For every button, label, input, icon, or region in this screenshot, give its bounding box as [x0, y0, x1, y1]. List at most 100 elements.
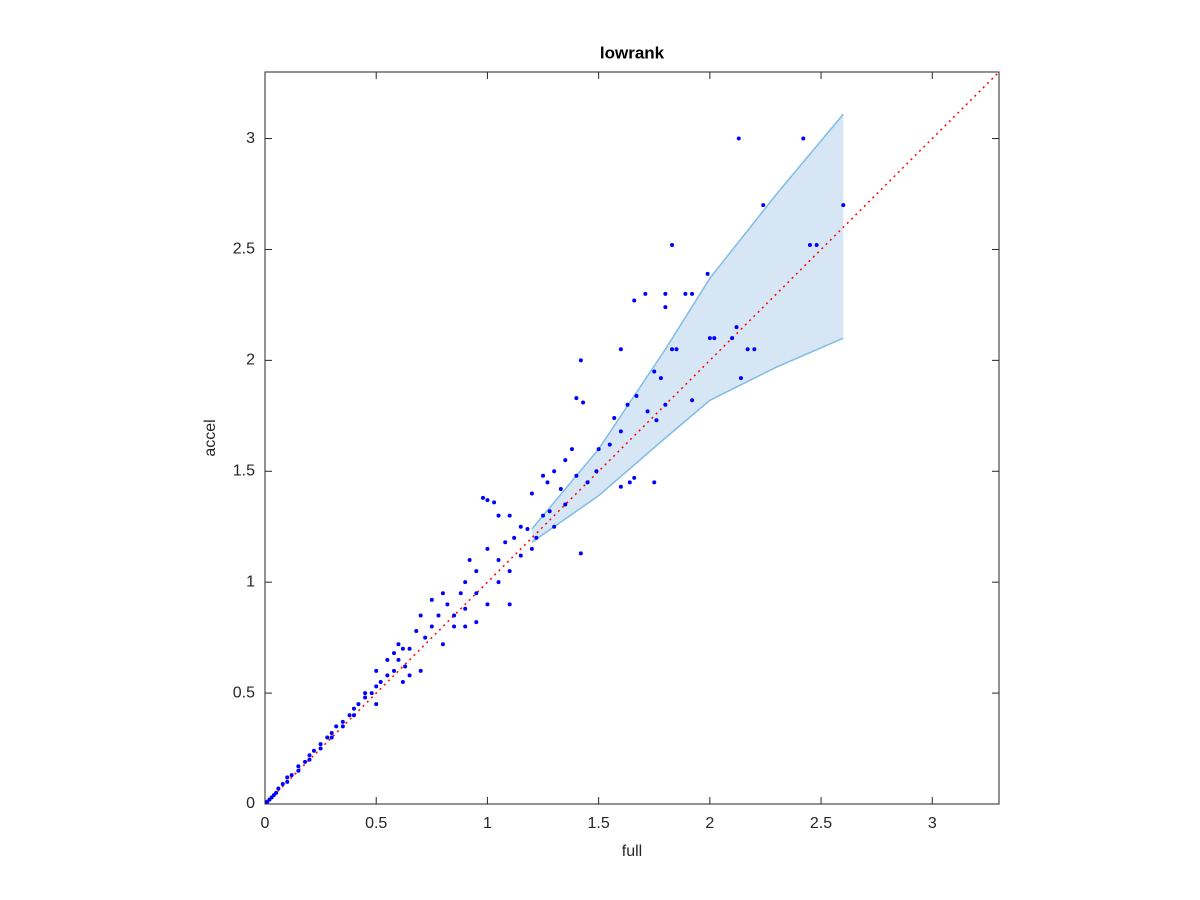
point: [374, 702, 379, 707]
point: [285, 775, 290, 780]
point: [569, 447, 574, 452]
point: [670, 243, 675, 248]
y-tick-label: 2: [246, 352, 255, 369]
x-tick-label: 3: [928, 815, 937, 832]
point: [334, 724, 339, 729]
point: [607, 442, 612, 447]
point: [485, 546, 490, 551]
point: [663, 291, 668, 296]
point: [363, 691, 368, 696]
point: [485, 602, 490, 607]
point: [507, 513, 512, 518]
point: [541, 473, 546, 478]
point: [307, 753, 312, 758]
point: [414, 628, 419, 633]
point: [712, 336, 717, 341]
point: [658, 376, 663, 381]
point: [311, 748, 316, 753]
point: [503, 540, 508, 545]
y-tick-label: 1: [246, 573, 255, 590]
point: [463, 580, 468, 585]
point: [736, 136, 741, 141]
point: [458, 591, 463, 596]
point: [492, 500, 497, 505]
point: [423, 635, 428, 640]
y-tick-label: 3: [246, 130, 255, 147]
point: [318, 742, 323, 747]
point: [496, 513, 501, 518]
point: [307, 757, 312, 762]
point: [429, 597, 434, 602]
point: [578, 358, 583, 363]
point: [690, 291, 695, 296]
point: [663, 402, 668, 407]
point: [761, 203, 766, 208]
point: [705, 271, 710, 276]
point: [329, 735, 334, 740]
point: [578, 551, 583, 556]
point: [585, 480, 590, 485]
point: [643, 291, 648, 296]
point: [518, 524, 523, 529]
point: [363, 695, 368, 700]
point: [525, 526, 530, 531]
point: [496, 558, 501, 562]
point: [730, 336, 735, 341]
point: [618, 484, 623, 489]
point: [347, 713, 352, 718]
point: [374, 684, 379, 689]
point: [634, 393, 639, 398]
point: [547, 509, 552, 514]
point: [652, 480, 657, 485]
point: [265, 799, 270, 804]
point: [351, 713, 356, 718]
point: [670, 347, 675, 352]
point: [436, 613, 441, 618]
axes-box: [264, 71, 1000, 805]
point: [318, 746, 323, 751]
point: [418, 613, 423, 618]
point: [674, 347, 679, 352]
point: [407, 673, 412, 678]
y-tick-label: 0.5: [233, 684, 255, 701]
point: [396, 657, 401, 662]
point: [574, 396, 579, 401]
point: [474, 620, 479, 625]
band-upper-edge: [531, 113, 844, 530]
point: [340, 724, 345, 729]
point: [529, 491, 534, 496]
x-tick-label: 2: [705, 815, 714, 832]
point: [329, 731, 334, 736]
point: [474, 569, 479, 574]
point: [378, 680, 383, 684]
point: [814, 243, 819, 248]
point: [507, 602, 512, 607]
point: [632, 475, 637, 480]
point: [594, 469, 599, 474]
point: [654, 418, 659, 423]
point: [463, 624, 468, 629]
point: [400, 680, 405, 684]
point: [403, 664, 408, 669]
point: [325, 735, 330, 740]
point: [467, 558, 472, 562]
point: [396, 642, 401, 647]
point: [440, 591, 445, 596]
point: [452, 624, 457, 629]
point: [752, 347, 757, 352]
point: [529, 546, 534, 551]
point: [738, 376, 743, 381]
point: [652, 369, 657, 374]
y-axis-label: accel: [202, 419, 219, 456]
x-tick-label: 0: [261, 815, 270, 832]
point: [356, 702, 361, 707]
y-tick-label: 2.5: [233, 241, 255, 258]
point: [734, 325, 739, 330]
point: [518, 553, 523, 558]
point: [369, 691, 374, 696]
point: [296, 768, 301, 773]
point: [392, 651, 397, 656]
point: [289, 773, 294, 778]
point: [627, 480, 632, 485]
